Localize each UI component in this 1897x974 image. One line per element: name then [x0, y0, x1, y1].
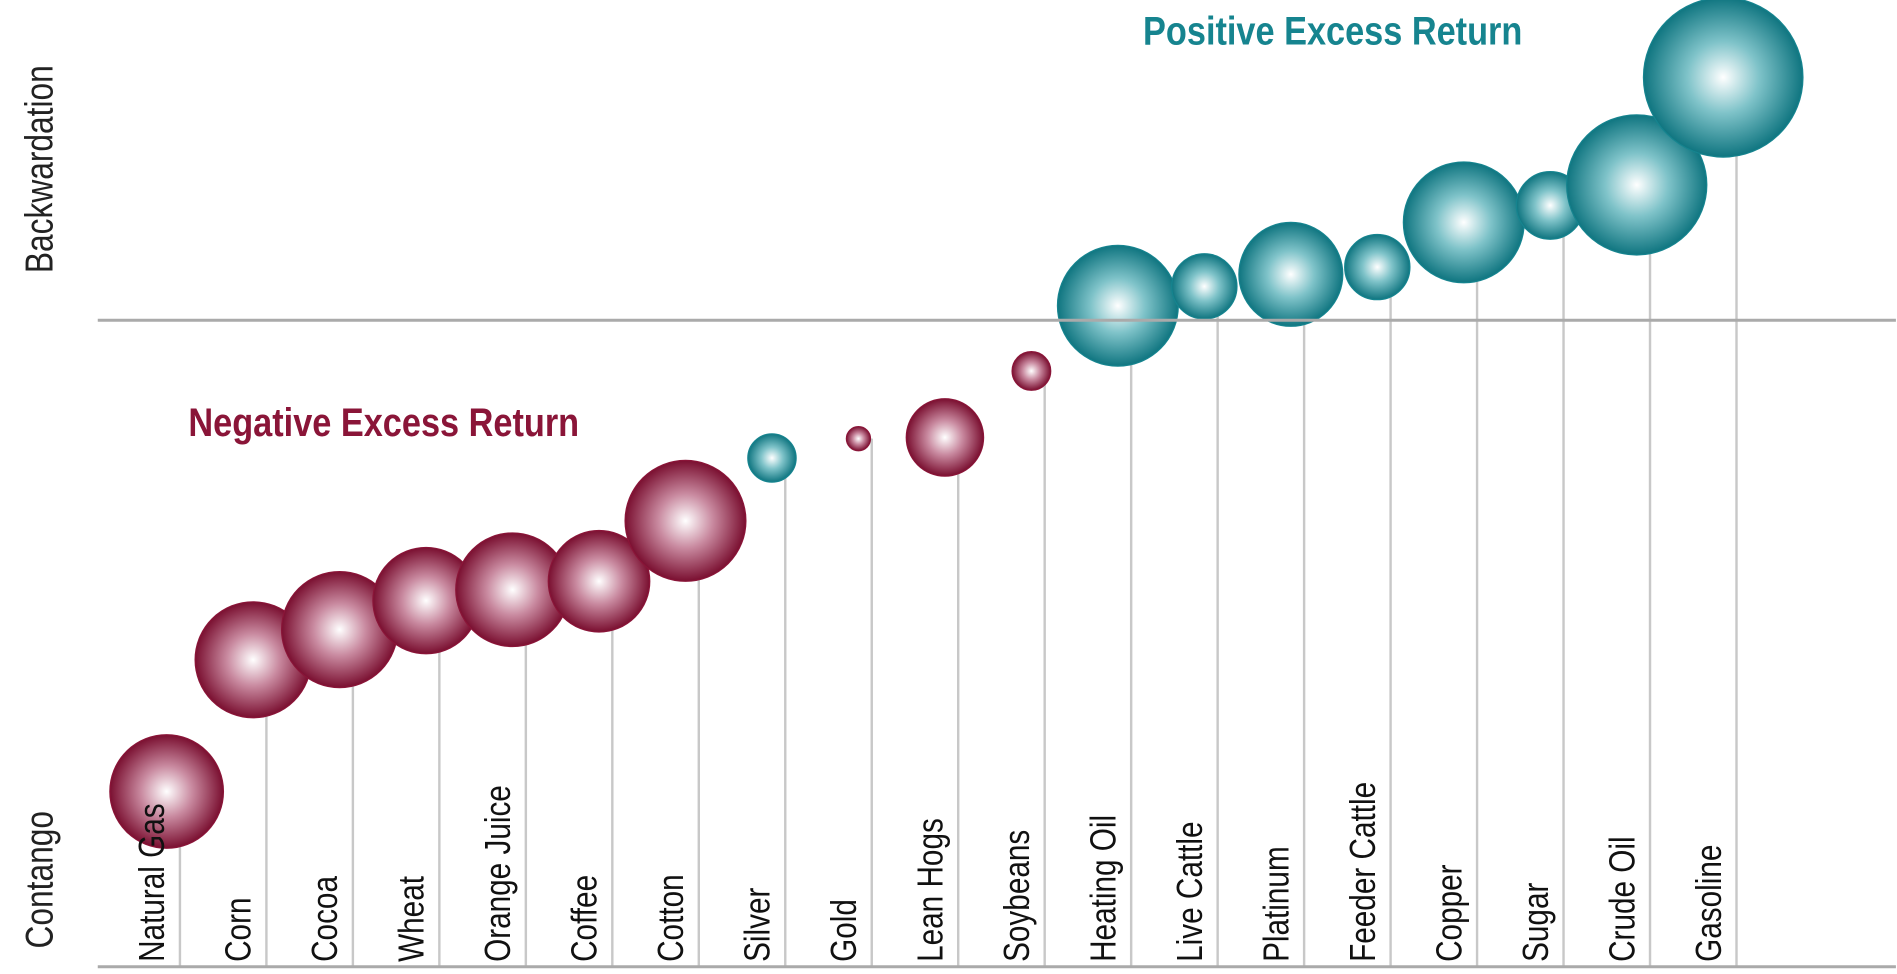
series-annotation: Positive Excess Return: [1143, 8, 1522, 53]
y-top-label: Backwardation: [18, 65, 61, 273]
y-bottom-label: Contango: [18, 811, 61, 949]
x-tick-label: Heating Oil: [1084, 815, 1124, 962]
bubble: [1566, 114, 1708, 256]
x-tick-label: Sugar: [1516, 883, 1556, 962]
bubble: [747, 433, 797, 483]
bubble: [547, 529, 651, 633]
x-tick-label: Feeder Cattle: [1343, 782, 1383, 962]
bubble: [1171, 253, 1238, 320]
x-tick-label: Silver: [738, 888, 778, 962]
bubble: [1238, 221, 1344, 327]
x-tick-label: Orange Juice: [478, 785, 518, 962]
series-annotation: Negative Excess Return: [188, 399, 579, 444]
x-tick-label: Crude Oil: [1603, 836, 1643, 962]
bubble: [845, 425, 872, 452]
bubble: [1056, 244, 1179, 367]
x-tick-label: Live Cattle: [1170, 822, 1210, 962]
bubble: [109, 734, 225, 849]
bubble: [1011, 351, 1052, 391]
bubble: [905, 398, 985, 477]
bubble: [1402, 161, 1525, 284]
x-tick-label: Gasoline: [1689, 845, 1729, 962]
bubble: [624, 459, 747, 582]
x-tick-label: Cotton: [651, 874, 691, 962]
x-tick-label: Coffee: [565, 875, 605, 962]
x-tick-label: Gold: [824, 899, 864, 962]
bubble: [1344, 233, 1411, 301]
x-tick-label: Copper: [1430, 864, 1470, 961]
bubble: [1642, 0, 1804, 158]
x-tick-label: Platinum: [1257, 846, 1297, 962]
x-tick-label: Corn: [219, 897, 259, 961]
x-tick-label: Soybeans: [997, 830, 1037, 962]
x-tick-label: Cocoa: [305, 876, 345, 962]
x-tick-label: Lean Hogs: [911, 818, 951, 962]
x-tick-label: Natural Gas: [133, 803, 173, 962]
x-tick-label: Wheat: [392, 876, 432, 962]
